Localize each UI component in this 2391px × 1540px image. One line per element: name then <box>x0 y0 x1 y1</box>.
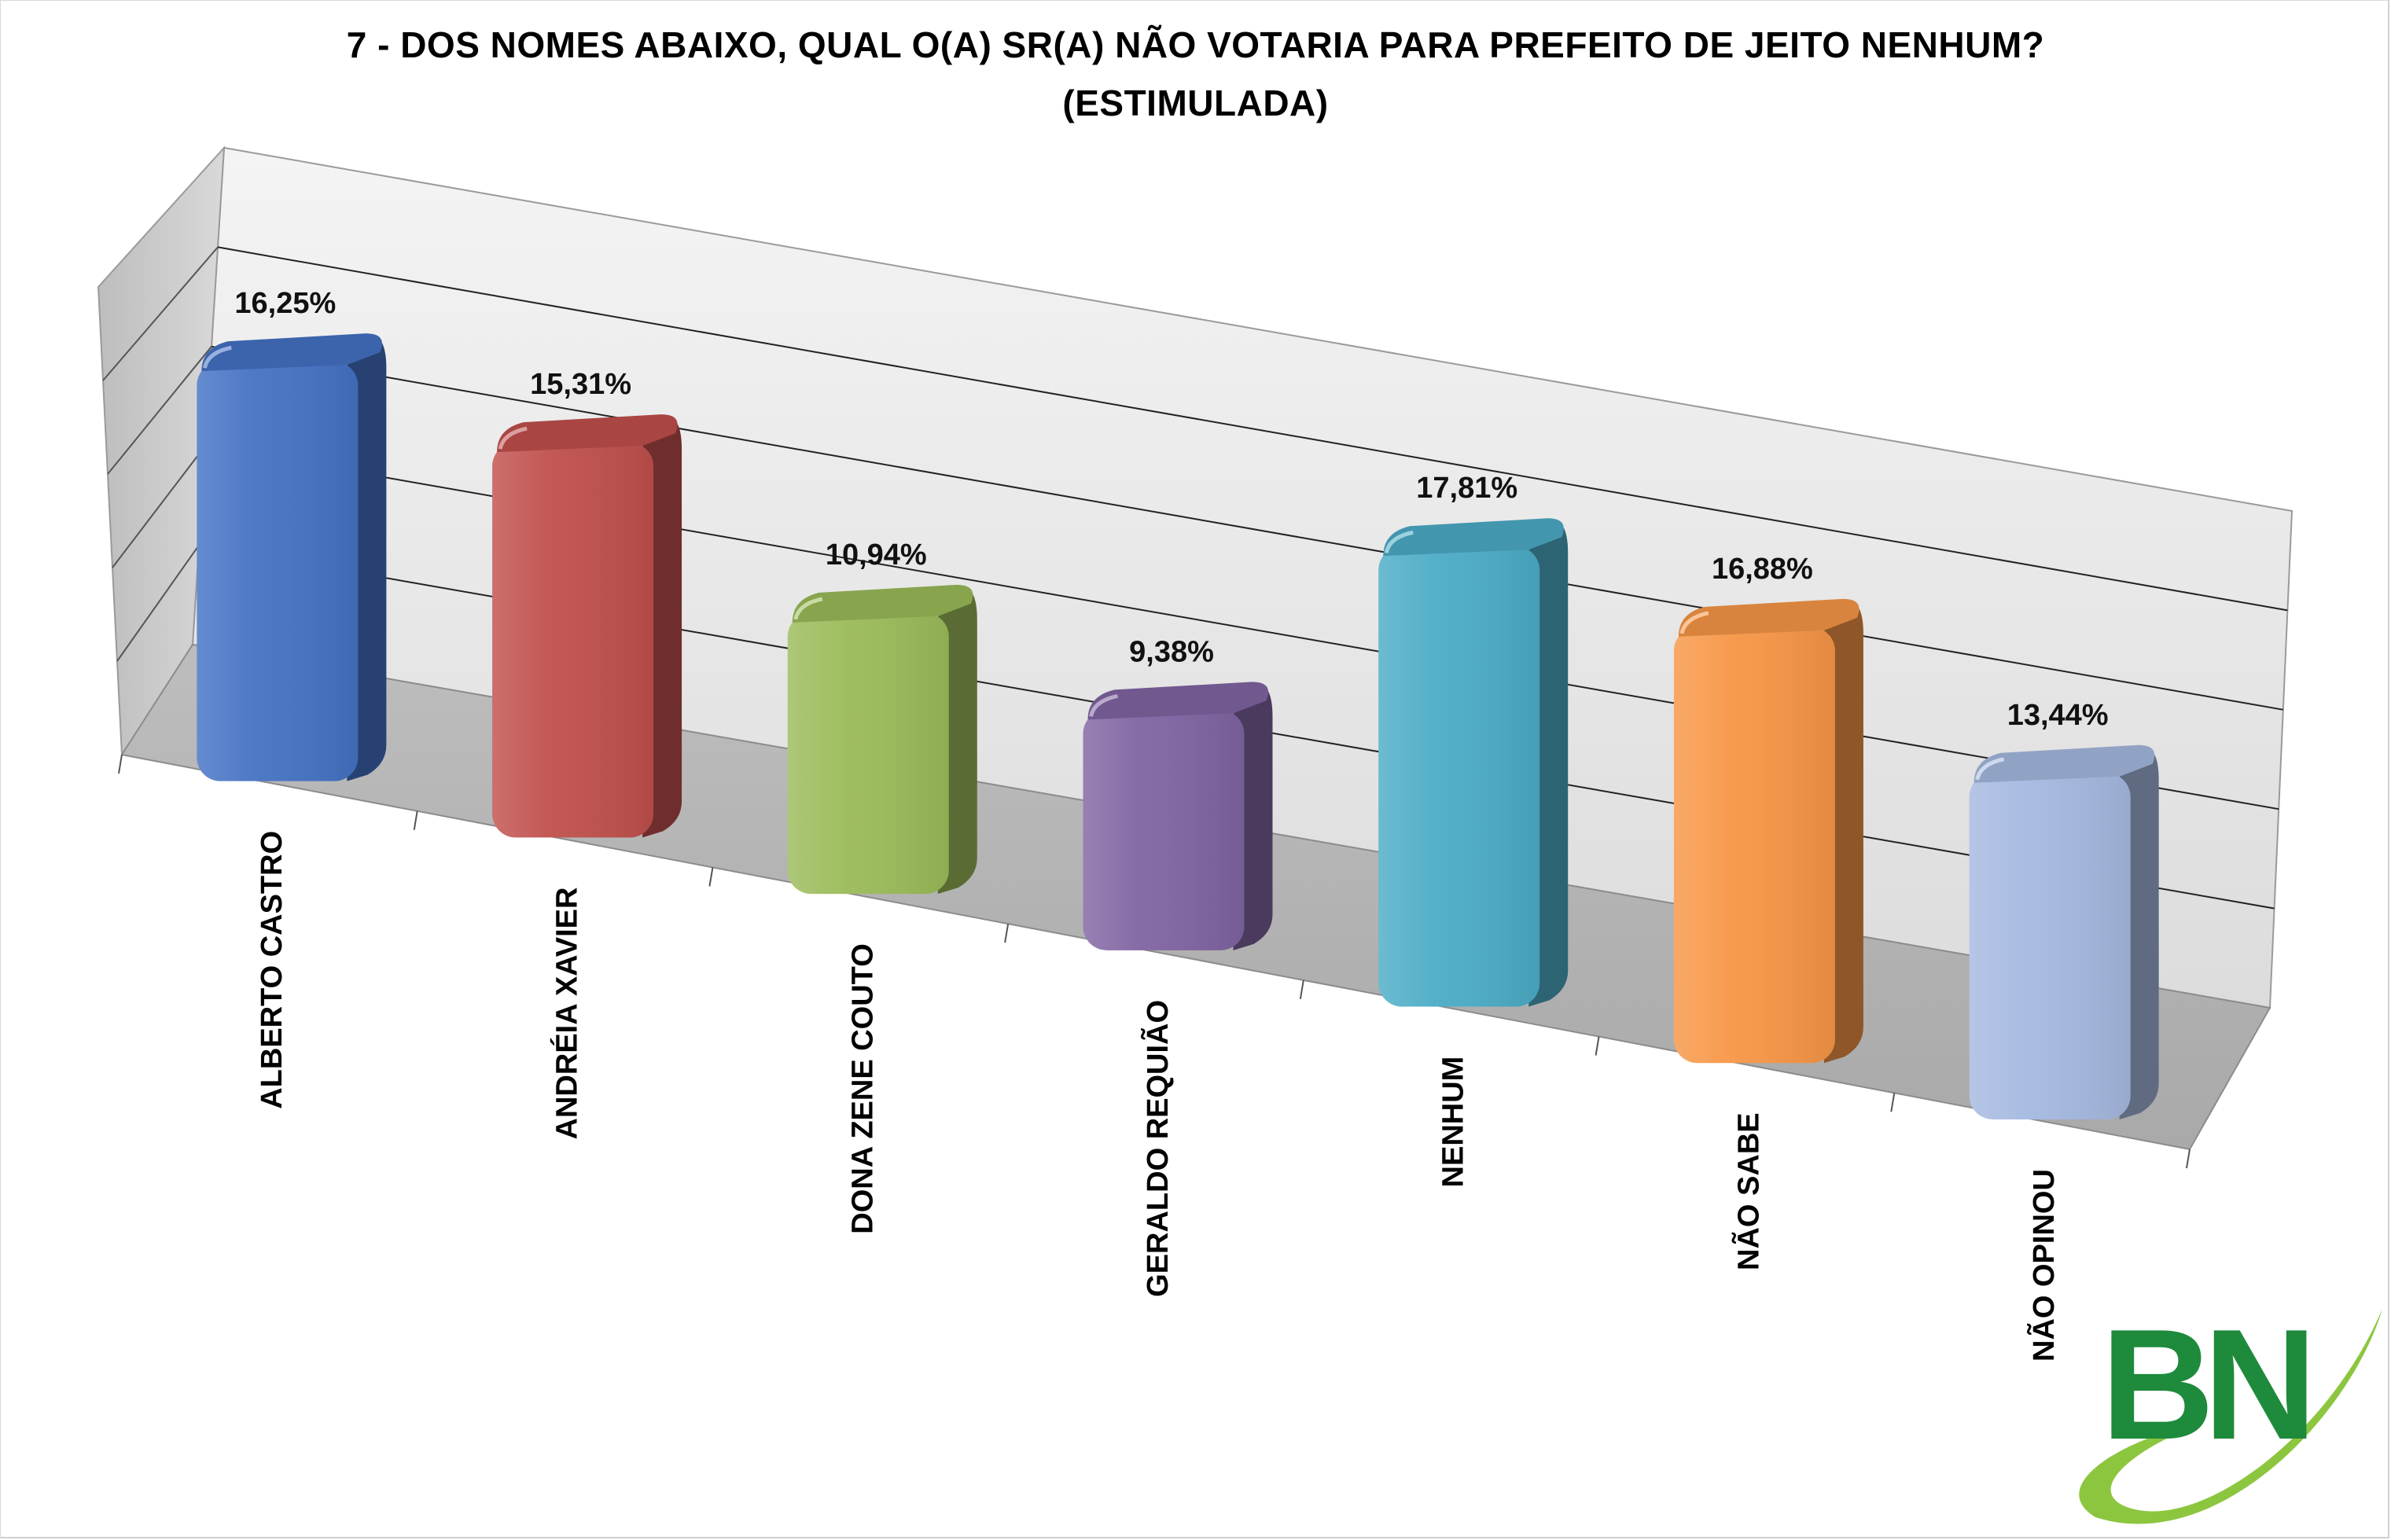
bar <box>1083 682 1273 950</box>
category-label: ANDRÉIA XAVIER <box>550 888 584 1140</box>
category-label: NENHUM <box>1437 1057 1470 1188</box>
axis-tick <box>2186 1149 2191 1169</box>
axis-tick <box>1595 1036 1600 1056</box>
bar-top <box>1087 682 1269 720</box>
data-label: 9,38% <box>1129 635 1214 668</box>
bar-top <box>792 584 973 623</box>
bar-shine <box>1378 546 1540 1007</box>
data-label: 16,25% <box>234 287 336 320</box>
data-label: 17,81% <box>1416 472 1517 505</box>
category-label: ALBERTO CASTRO <box>256 831 289 1109</box>
bar-highlight <box>1384 530 1414 553</box>
category-axis <box>118 754 2191 1169</box>
category-label: NÃO SABE <box>1731 1112 1765 1270</box>
bn-logo: BN <box>2079 1297 2382 1524</box>
bar-shine <box>787 612 949 895</box>
logo-text: BN <box>2101 1297 2306 1472</box>
logo-swoosh <box>2079 1309 2382 1524</box>
gridline-side <box>116 545 200 662</box>
chart-subtitle: (ESTIMULADA) <box>1062 83 1329 123</box>
data-label: 13,44% <box>2007 699 2109 732</box>
chart-title: 7 - DOS NOMES ABAIXO, QUAL O(A) SR(A) NÃ… <box>346 24 2045 65</box>
bar-top <box>1383 518 1564 557</box>
bar-top <box>497 414 678 453</box>
bar <box>1969 744 2159 1119</box>
axis-tick <box>1004 923 1010 943</box>
bar-top <box>1973 744 2155 783</box>
category-label: NÃO OPINOU <box>2026 1169 2061 1362</box>
bar <box>197 333 387 781</box>
data-label: 16,88% <box>1712 553 1813 586</box>
bar-shine <box>1969 773 2131 1119</box>
bar <box>492 414 682 838</box>
axis-tick <box>118 754 123 774</box>
bar-shine <box>1673 627 1835 1064</box>
bar-highlight <box>1089 693 1119 718</box>
category-labels: ALBERTO CASTRO ANDRÉIA XAVIER DONA ZENE CO… <box>256 831 2061 1362</box>
category-label: GERALDO REQUIÃO <box>1140 1000 1175 1297</box>
bar-highlight <box>498 426 528 450</box>
axis-tick <box>708 867 714 887</box>
bar-highlight <box>1975 757 2005 781</box>
bar-highlight <box>1679 611 1709 634</box>
bar-top <box>1678 598 1859 637</box>
gridline <box>211 345 2283 711</box>
bar-shine <box>492 443 654 838</box>
data-label: 10,94% <box>826 538 927 572</box>
data-labels: 16,25% 15,31% 10,94% 9,38% 17,81% 16,88% 13,44… <box>234 287 2108 732</box>
bars <box>197 333 2159 1119</box>
axis-tick <box>1299 979 1304 1000</box>
category-label: DONA ZENE COUTO <box>846 943 879 1233</box>
bar-highlight <box>202 345 232 369</box>
data-label: 15,31% <box>530 368 631 401</box>
bar <box>1378 518 1569 1007</box>
axis-tick <box>413 810 418 830</box>
gridline-side <box>112 445 206 568</box>
bar <box>787 584 977 895</box>
bar-shine <box>197 362 359 781</box>
gridline-side <box>107 346 212 475</box>
gridline <box>217 246 2288 612</box>
bar-top <box>201 333 382 372</box>
bar <box>1673 598 1863 1064</box>
bar-shine <box>1083 710 1245 950</box>
gridline-side <box>102 246 219 381</box>
bar-highlight <box>793 597 823 620</box>
axis-tick <box>1890 1093 1896 1112</box>
